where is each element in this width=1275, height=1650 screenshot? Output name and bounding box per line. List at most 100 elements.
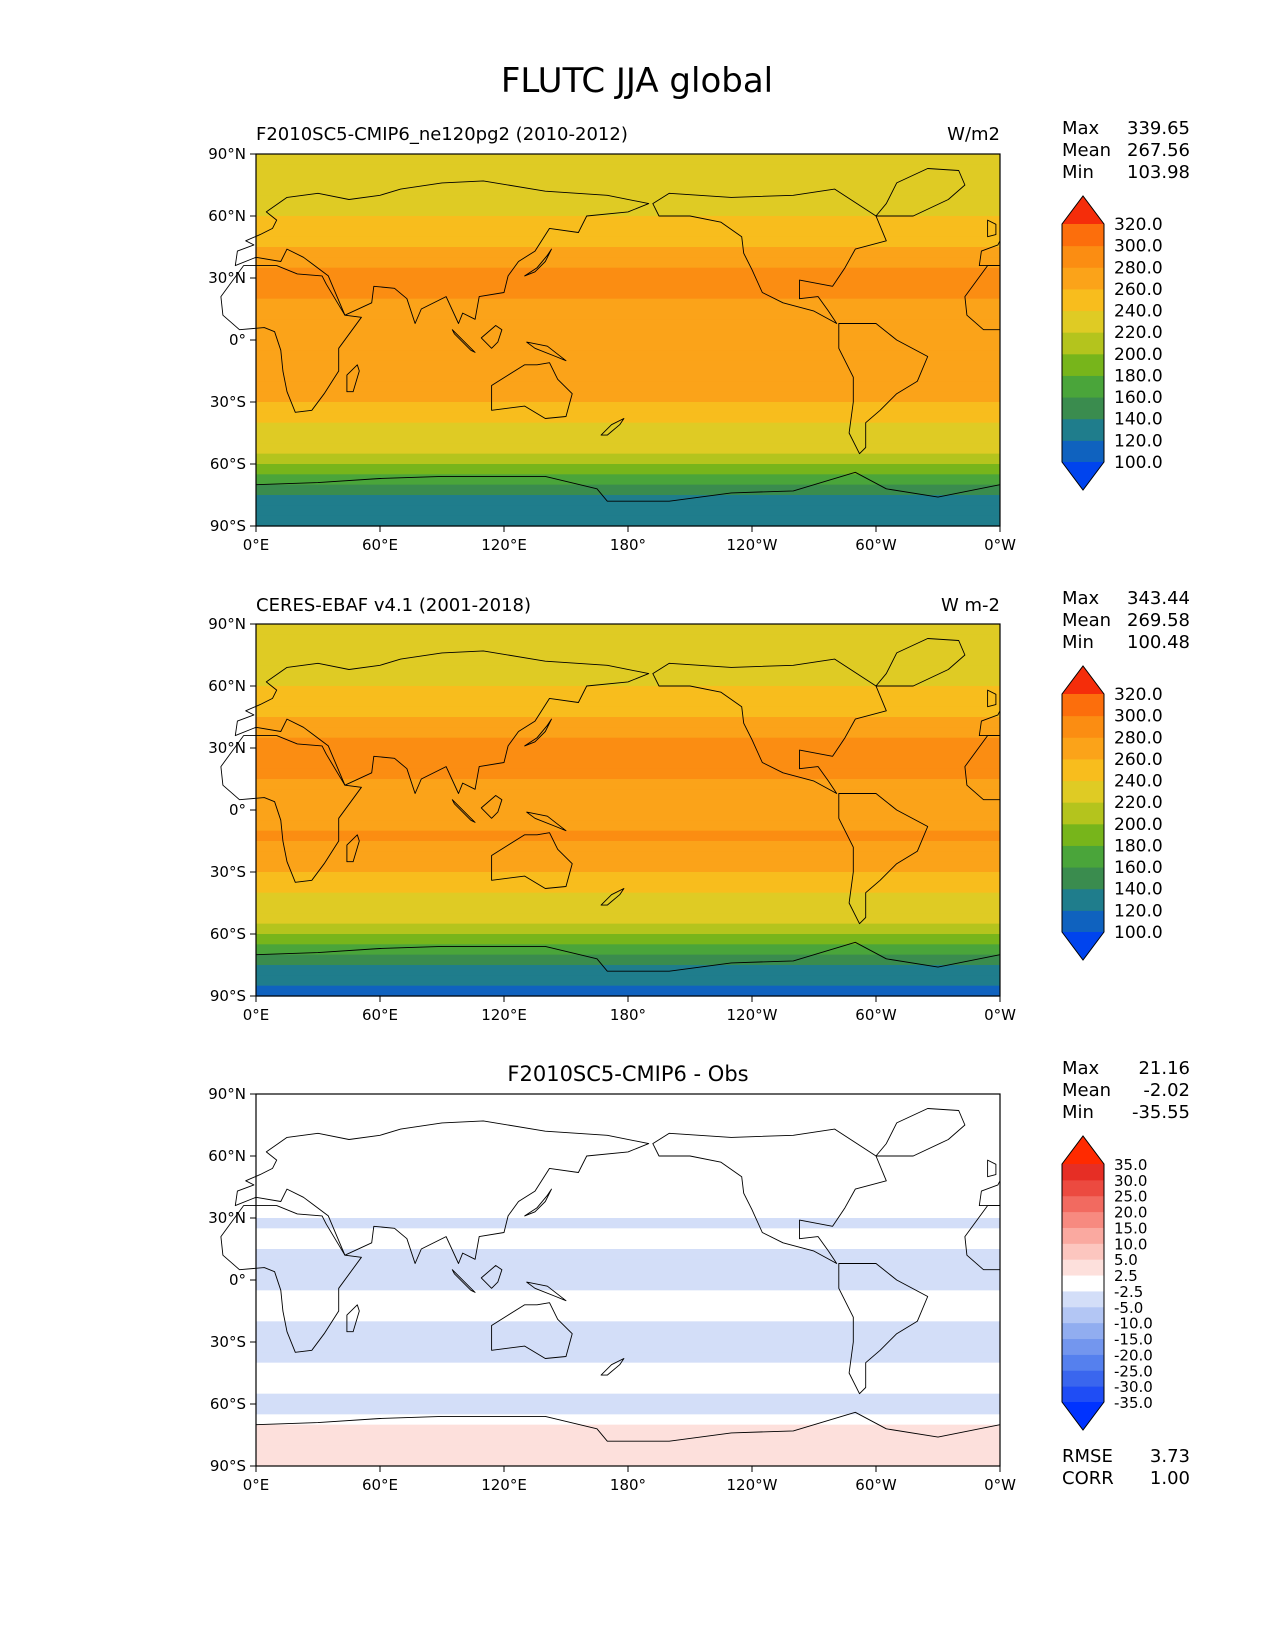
x-tick-label: 0°W xyxy=(984,1476,1016,1494)
zonal-band xyxy=(256,1207,1000,1219)
figure-title: FLUTC JJA global xyxy=(501,61,773,101)
y-tick-label: 30°N xyxy=(208,269,246,287)
colorbar-tick-label: -10.0 xyxy=(1114,1315,1153,1333)
x-tick-label: 180° xyxy=(610,1006,646,1024)
zonal-band xyxy=(256,484,1000,496)
colorbar-tick-label: 120.0 xyxy=(1114,901,1163,921)
zonal-band xyxy=(256,381,1000,393)
stat-value: 343.44 xyxy=(1127,588,1190,609)
colorbar-difference[interactable]: -35.0-30.0-25.0-20.0-15.0-10.0-5.0-2.52.… xyxy=(1061,1135,1153,1431)
zonal-band xyxy=(256,1259,1000,1271)
zonal-band xyxy=(256,340,1000,351)
colorbar-tick-label: 300.0 xyxy=(1114,237,1163,257)
zonal-band xyxy=(256,1300,1000,1312)
zonal-band xyxy=(256,464,1000,475)
colorbar-tick-label: 320.0 xyxy=(1114,685,1163,705)
zonal-band xyxy=(256,1176,1000,1188)
zonal-band xyxy=(256,278,1000,289)
zonal-band xyxy=(256,1424,1000,1436)
colorbar-tick-label: 2.5 xyxy=(1114,1267,1138,1285)
zonal-band xyxy=(256,267,1000,279)
colorbar-tick-label: 20.0 xyxy=(1114,1204,1147,1222)
stat-label: Max xyxy=(1062,118,1100,139)
colorbar-tick-label: 100.0 xyxy=(1114,453,1163,473)
colorbar-swatch xyxy=(1062,288,1104,312)
stat-value: 339.65 xyxy=(1127,118,1190,139)
coastline-new-guinea xyxy=(526,811,567,832)
y-tick-label: 60°S xyxy=(210,925,246,943)
colorbar-swatch xyxy=(1062,1164,1104,1181)
x-tick-label: 120°W xyxy=(727,1476,778,1494)
zonal-band xyxy=(256,164,1000,176)
colorbar-swatch xyxy=(1062,867,1104,890)
zonal-band xyxy=(256,841,1000,852)
y-tick-label: 60°N xyxy=(208,1147,246,1165)
zonal-band xyxy=(256,216,1000,227)
stat-value: 103.98 xyxy=(1127,162,1190,183)
colorbar-swatch xyxy=(1062,224,1104,247)
zonal-band xyxy=(256,422,1000,434)
zonal-band xyxy=(256,975,1000,987)
zonal-band xyxy=(256,1269,1000,1281)
zonal-band xyxy=(256,360,1000,372)
zonal-band xyxy=(256,820,1000,832)
zonal-band xyxy=(256,371,1000,382)
coastline-new-guinea xyxy=(526,341,567,362)
colorbar-tick-label: -5.0 xyxy=(1114,1299,1143,1317)
zonal-band xyxy=(256,391,1000,403)
colorbar-swatch xyxy=(1062,1322,1104,1340)
colorbar-tick-label: 30.0 xyxy=(1114,1172,1147,1190)
zonal-band xyxy=(256,1104,1000,1116)
zonal-band xyxy=(256,1352,1000,1364)
zonal-band xyxy=(256,1145,1000,1157)
zonal-band xyxy=(256,748,1000,759)
colorbar-tick-label: 5.0 xyxy=(1114,1251,1138,1269)
coastline-n-america xyxy=(652,188,887,324)
zonal-band xyxy=(256,1290,1000,1302)
colorbar-tick-label: 180.0 xyxy=(1114,366,1163,386)
colorbar-swatch xyxy=(1062,245,1104,268)
y-tick-label: 0° xyxy=(229,331,246,349)
stat-value: -35.55 xyxy=(1132,1102,1190,1123)
coastline-uk xyxy=(987,1159,997,1178)
zonal-band xyxy=(256,195,1000,207)
stats-difference: Max 21.16 Mean -2.02 Min -35.55 xyxy=(1062,1058,1190,1123)
colorbar-swatch xyxy=(1062,1211,1104,1228)
zonal-band xyxy=(256,495,1000,506)
zonal-band xyxy=(256,768,1000,780)
colorbar-swatch xyxy=(1062,823,1104,846)
zonal-band xyxy=(256,934,1000,945)
stat-value: 269.58 xyxy=(1127,610,1190,631)
coastline-borneo xyxy=(480,1265,503,1289)
colorbar-tick-label: 300.0 xyxy=(1114,707,1163,727)
colorbar-test[interactable]: 100.0120.0140.0160.0180.0200.0220.0240.0… xyxy=(1061,195,1163,491)
coastline-sumatra xyxy=(451,329,476,353)
map-difference: 0°E 60°E 120°E 180° 120°W 60°W 0°W 90°N 60°N 30°N… xyxy=(208,1085,1016,1494)
zonal-band xyxy=(256,1311,1000,1322)
colorbar-swatch xyxy=(1062,1227,1104,1244)
zonal-band xyxy=(256,1393,1000,1405)
panel-title-center: F2010SC5-CMIP6 - Obs xyxy=(507,1062,748,1086)
x-tick-label: 180° xyxy=(610,1476,646,1494)
zonal-band xyxy=(256,686,1000,697)
zonal-band xyxy=(256,1342,1000,1353)
zonal-band xyxy=(256,675,1000,687)
zonal-band xyxy=(256,1404,1000,1415)
zonal-band xyxy=(256,923,1000,935)
coastline-uk xyxy=(987,689,997,708)
colorbar-tick-label: 140.0 xyxy=(1114,410,1163,430)
zonal-band xyxy=(256,882,1000,894)
colorbar-tick-label: 200.0 xyxy=(1114,815,1163,835)
zonal-band xyxy=(256,1197,1000,1209)
zonal-band xyxy=(256,257,1000,269)
colorbar-tick-label: 120.0 xyxy=(1114,431,1163,451)
coastline-eurasia xyxy=(234,180,650,324)
coastline-eurasia xyxy=(234,650,650,794)
zonal-band xyxy=(256,861,1000,873)
colorbar-tick-label: 10.0 xyxy=(1114,1235,1147,1253)
stat-value: -2.02 xyxy=(1143,1080,1190,1101)
colorbar-reference[interactable]: 100.0120.0140.0160.0180.0200.0220.0240.0… xyxy=(1061,665,1163,961)
coastline-greenland xyxy=(875,1108,966,1157)
colorbar-swatch xyxy=(1062,737,1104,760)
colorbar-swatch xyxy=(1062,910,1104,933)
